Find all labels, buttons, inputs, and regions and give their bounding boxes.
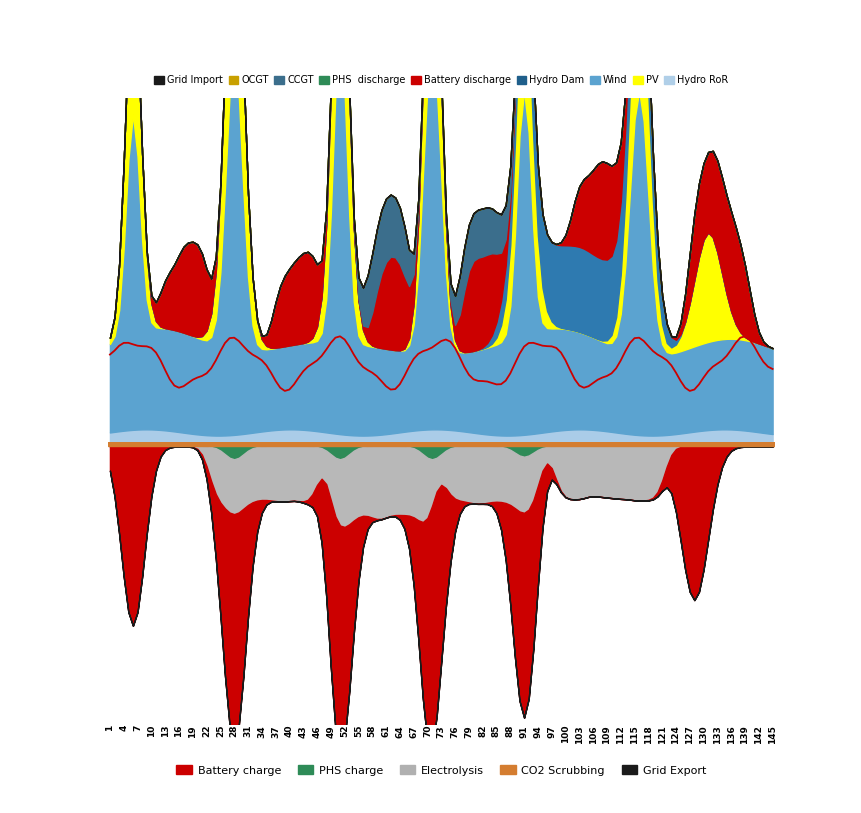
Bar [108, 442, 775, 446]
Legend: Battery charge, PHS charge, Electrolysis, CO2 Scrubbing, Grid Export: Battery charge, PHS charge, Electrolysis… [172, 761, 710, 780]
Legend: Grid Import, OCGT, CCGT, PHS  discharge, Battery discharge, Hydro Dam, Wind, PV,: Grid Import, OCGT, CCGT, PHS discharge, … [151, 72, 732, 89]
